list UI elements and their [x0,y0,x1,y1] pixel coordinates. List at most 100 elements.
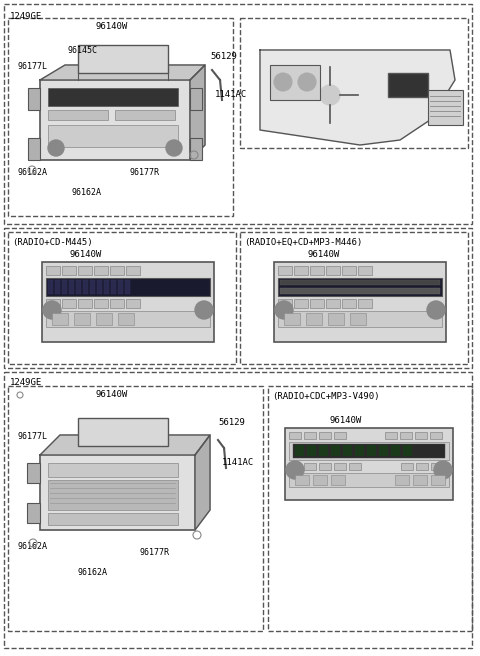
Bar [48,125,178,147]
Bar [55,280,60,294]
Bar [306,313,322,325]
Text: 96177L: 96177L [18,432,48,441]
Bar [27,463,40,483]
Bar [280,280,440,285]
Bar [280,288,440,294]
Bar [126,299,140,308]
Text: 96162A: 96162A [78,568,108,577]
Text: (RADIO+CD-M445): (RADIO+CD-M445) [12,238,93,247]
Bar [69,280,74,294]
Bar [104,280,109,294]
Bar [40,80,190,160]
Bar [48,88,178,106]
Text: 96140W: 96140W [95,22,127,31]
Bar [8,18,233,216]
Bar [74,313,90,325]
Bar [403,445,412,456]
Circle shape [298,73,316,91]
Polygon shape [190,65,205,160]
Bar [342,299,356,308]
Bar [416,463,428,470]
Polygon shape [40,65,205,80]
Bar [334,432,346,439]
Bar [48,110,108,120]
Bar [385,432,397,439]
Bar [379,445,388,456]
Polygon shape [260,50,455,145]
Bar [42,262,214,342]
Bar [118,280,123,294]
Bar [111,280,116,294]
Bar [52,313,68,325]
Circle shape [195,301,213,319]
Text: 96177R: 96177R [140,548,170,557]
Text: (RADIO+CDC+MP3-V490): (RADIO+CDC+MP3-V490) [272,392,380,401]
Text: 1249GE: 1249GE [10,12,42,21]
Bar [343,445,352,456]
Circle shape [43,301,61,319]
Bar [4,228,472,368]
Bar [431,463,443,470]
Bar [278,266,292,275]
Bar [94,299,108,308]
Bar [319,463,331,470]
Text: 1249GE: 1249GE [10,378,42,387]
Bar [46,278,210,296]
Text: (RADIO+EQ+CD+MP3-M446): (RADIO+EQ+CD+MP3-M446) [244,238,362,247]
Bar [46,299,60,308]
Bar [431,475,445,485]
Bar [326,266,340,275]
Circle shape [320,85,340,105]
Circle shape [427,301,445,319]
Bar [294,266,308,275]
Bar [125,280,130,294]
Bar [289,442,449,460]
Bar [355,445,364,456]
Bar [78,45,168,73]
Bar [278,278,442,296]
Text: 96162A: 96162A [72,188,102,197]
Bar [90,280,95,294]
Bar [78,418,168,446]
Text: 96145C: 96145C [68,46,98,55]
Bar [400,432,412,439]
Bar [48,480,178,510]
Bar [294,299,308,308]
Bar [367,445,376,456]
Bar [274,262,446,342]
Bar [331,445,340,456]
Bar [350,313,366,325]
Bar [289,473,449,487]
Bar [48,513,178,525]
Circle shape [275,301,293,319]
Bar [391,445,400,456]
Bar [83,280,88,294]
Bar [270,65,320,100]
Bar [76,280,81,294]
Bar [415,432,427,439]
Bar [388,73,428,97]
Bar [46,311,210,327]
Bar [4,4,472,224]
Bar [4,372,472,648]
Bar [27,503,40,523]
Bar [413,475,427,485]
Bar [310,299,324,308]
Text: 96140W: 96140W [308,250,340,259]
Bar [358,299,372,308]
Bar [401,463,413,470]
Bar [62,266,76,275]
Bar [331,475,345,485]
Bar [8,386,263,631]
Circle shape [274,73,292,91]
Bar [293,444,445,458]
Bar [28,88,40,110]
Circle shape [286,461,304,479]
Bar [240,18,468,148]
Bar [48,463,178,477]
Bar [94,266,108,275]
Bar [334,463,346,470]
Text: 96177L: 96177L [18,62,48,71]
Bar [430,432,442,439]
Bar [289,432,301,439]
